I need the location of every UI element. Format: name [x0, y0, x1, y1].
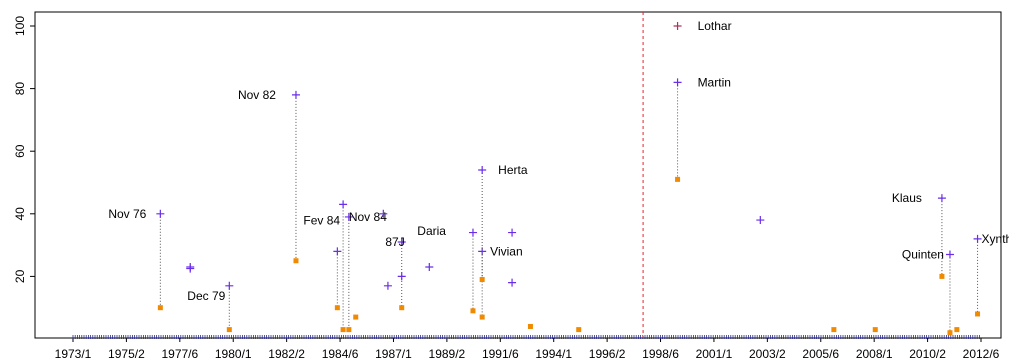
plus-marker [973, 234, 982, 243]
plus-marker [673, 22, 682, 30]
plot-frame [34, 11, 1002, 339]
x-tick-label: 1987/1 [375, 347, 412, 361]
storm-label: Nov 82 [238, 88, 276, 102]
square-marker [947, 330, 953, 336]
x-tick-label: 1998/6 [642, 347, 679, 361]
plus-marker [756, 216, 765, 225]
y-tick-label: 40 [13, 207, 27, 221]
x-tick-label: 1982/2 [268, 347, 305, 361]
plus-marker [186, 263, 195, 272]
square-marker [157, 305, 163, 311]
square-marker [527, 323, 533, 329]
plus-marker [333, 247, 342, 256]
plus-marker [945, 250, 954, 259]
storm-label: Herta [498, 163, 528, 177]
square-marker [831, 327, 837, 333]
plus-marker [508, 278, 517, 287]
storm-label: Nov 84 [349, 210, 387, 224]
x-tick-label: 1989/2 [429, 347, 466, 361]
storm-label: Daria [417, 224, 446, 238]
square-marker [479, 314, 485, 320]
square-marker [346, 327, 352, 333]
storm-label: Nov 76 [108, 207, 146, 221]
square-marker [293, 258, 299, 264]
x-tick-label: 1984/6 [322, 347, 359, 361]
x-tick-label: 2010/2 [909, 347, 946, 361]
x-tick-label: 2005/6 [802, 347, 839, 361]
square-marker [872, 327, 878, 333]
plus-marker [937, 194, 946, 203]
storm-label: Vivian [490, 244, 522, 258]
plus-marker [508, 228, 517, 237]
y-tick-label: 80 [13, 82, 27, 96]
x-tick-label: 1977/6 [161, 347, 198, 361]
plus-marker [673, 78, 682, 87]
x-tick-label: 2012/6 [963, 347, 1000, 361]
square-marker [399, 305, 405, 311]
square-marker [939, 273, 945, 279]
storm-label: Lothar [698, 19, 732, 33]
plus-marker [379, 209, 388, 218]
storm-label: Fev 84 [303, 213, 340, 227]
square-marker [479, 277, 485, 283]
plus-marker [397, 272, 406, 281]
square-marker [340, 327, 346, 333]
storm-label: Martin [698, 75, 731, 89]
square-marker [675, 176, 681, 182]
x-tick-label: 1973/1 [55, 347, 92, 361]
plus-marker [425, 263, 434, 272]
storm-label: Klaus [892, 191, 922, 205]
plus-marker [383, 281, 392, 290]
storm-label: Dec 79 [187, 289, 225, 303]
y-tick-label: 60 [13, 144, 27, 158]
x-tick-label: 2008/1 [856, 347, 893, 361]
plus-marker [344, 212, 353, 221]
x-tick-label: 1980/1 [215, 347, 252, 361]
x-tick-label: 1996/2 [589, 347, 626, 361]
plus-marker [397, 237, 406, 246]
plus-marker [225, 281, 234, 290]
x-tick-label: 1994/1 [535, 347, 572, 361]
square-marker [470, 308, 476, 314]
x-tick-label: 1991/6 [482, 347, 519, 361]
square-marker [353, 314, 359, 320]
x-rug-ticks [72, 335, 980, 339]
storm-label: 87J [385, 235, 404, 249]
square-marker [576, 327, 582, 333]
plus-marker [156, 209, 165, 218]
x-tick-label: 2003/2 [749, 347, 786, 361]
storm-label: Xynthia [982, 232, 1009, 246]
square-marker [334, 305, 340, 311]
x-tick-label: 2001/1 [696, 347, 733, 361]
square-marker [226, 327, 232, 333]
plus-marker [468, 228, 477, 237]
plus-marker [291, 90, 300, 99]
square-marker [975, 311, 981, 317]
plus-marker [339, 200, 348, 209]
plus-marker [478, 165, 487, 174]
x-tick-label: 1975/2 [108, 347, 145, 361]
y-tick-label: 100 [13, 16, 27, 36]
square-marker [954, 327, 960, 333]
y-tick-label: 20 [13, 269, 27, 283]
storm-label: Quinten [902, 247, 944, 261]
